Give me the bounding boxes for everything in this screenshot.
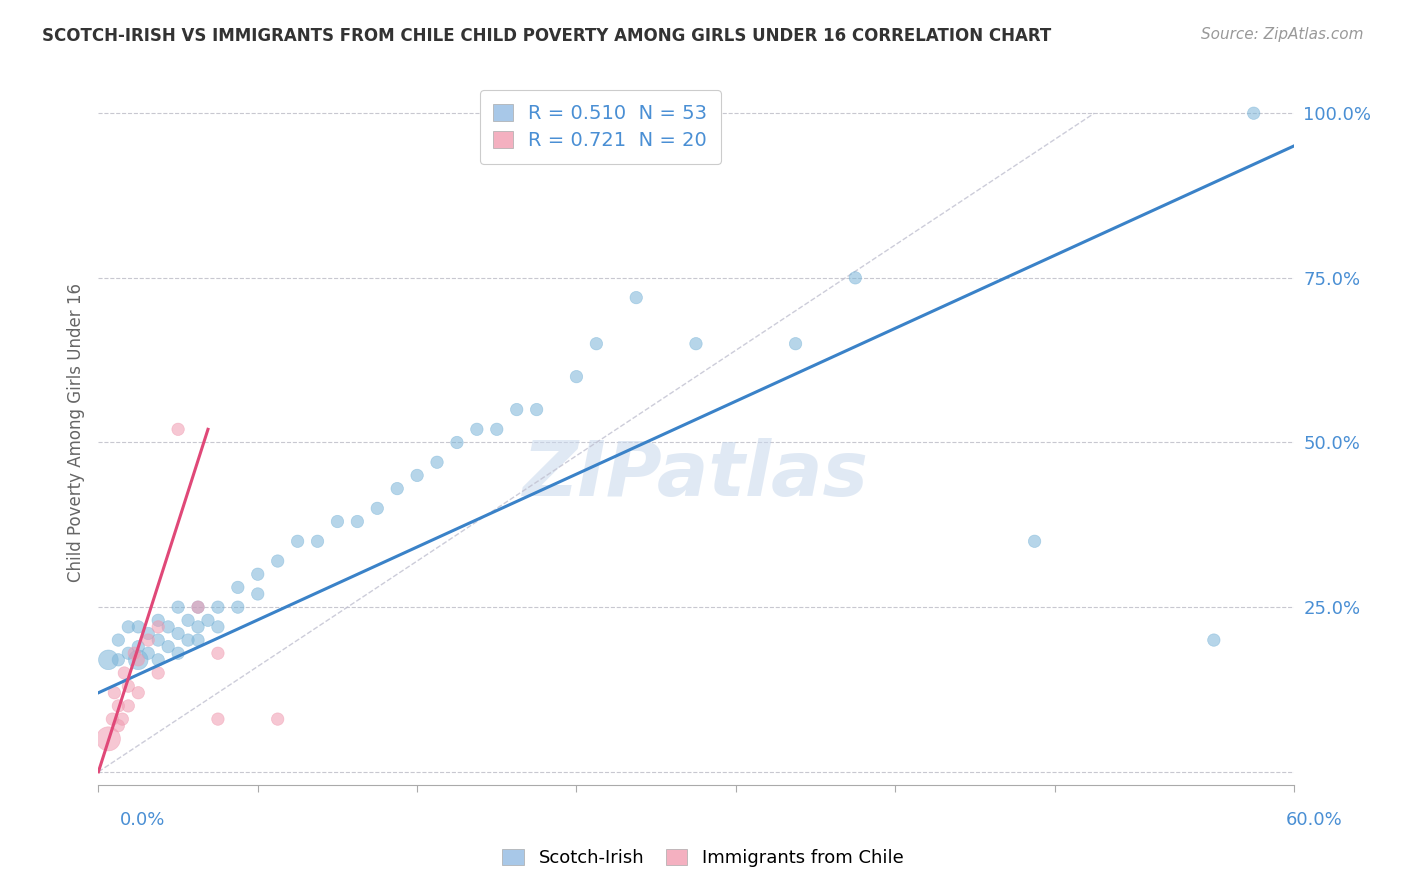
Point <box>246 567 269 582</box>
Point <box>465 422 488 436</box>
Point <box>187 633 209 648</box>
Point <box>307 534 329 549</box>
Point <box>177 633 200 648</box>
Point <box>112 665 135 680</box>
Point <box>246 587 269 601</box>
Point <box>1202 633 1225 648</box>
Point <box>167 422 190 436</box>
Point <box>346 515 368 529</box>
Point <box>187 600 209 615</box>
Point <box>107 719 129 733</box>
Point <box>117 698 139 713</box>
Point <box>117 646 139 660</box>
Point <box>157 620 180 634</box>
Point <box>565 369 588 384</box>
Point <box>685 336 707 351</box>
Point <box>127 686 149 700</box>
Point <box>207 712 229 726</box>
Point <box>97 731 120 746</box>
Point <box>287 534 309 549</box>
Text: SCOTCH-IRISH VS IMMIGRANTS FROM CHILE CHILD POVERTY AMONG GIRLS UNDER 16 CORRELA: SCOTCH-IRISH VS IMMIGRANTS FROM CHILE CH… <box>42 27 1052 45</box>
Point <box>426 455 449 469</box>
Text: ZIPatlas: ZIPatlas <box>523 438 869 512</box>
Point <box>103 686 125 700</box>
Point <box>107 698 129 713</box>
Point <box>136 633 159 648</box>
Point <box>366 501 388 516</box>
Point <box>148 665 170 680</box>
Point <box>107 633 129 648</box>
Text: Source: ZipAtlas.com: Source: ZipAtlas.com <box>1201 27 1364 42</box>
Point <box>446 435 468 450</box>
Point <box>148 613 170 627</box>
Legend: R = 0.510  N = 53, R = 0.721  N = 20: R = 0.510 N = 53, R = 0.721 N = 20 <box>479 90 721 164</box>
Point <box>626 291 648 305</box>
Point <box>226 600 249 615</box>
Legend: Scotch-Irish, Immigrants from Chile: Scotch-Irish, Immigrants from Chile <box>495 841 911 874</box>
Point <box>506 402 529 417</box>
Point <box>148 633 170 648</box>
Point <box>124 646 146 660</box>
Point <box>157 640 180 654</box>
Point <box>1024 534 1046 549</box>
Point <box>585 336 607 351</box>
Y-axis label: Child Poverty Among Girls Under 16: Child Poverty Among Girls Under 16 <box>66 283 84 582</box>
Point <box>111 712 134 726</box>
Point <box>267 554 290 568</box>
Point <box>385 482 409 496</box>
Point <box>406 468 429 483</box>
Point <box>117 679 139 693</box>
Point <box>177 613 200 627</box>
Point <box>107 653 129 667</box>
Point <box>844 270 866 285</box>
Point <box>785 336 807 351</box>
Point <box>127 620 149 634</box>
Point <box>148 620 170 634</box>
Point <box>167 600 190 615</box>
Point <box>207 620 229 634</box>
Point <box>97 653 120 667</box>
Point <box>187 620 209 634</box>
Point <box>167 626 190 640</box>
Point <box>127 653 149 667</box>
Point <box>226 581 249 595</box>
Point <box>207 600 229 615</box>
Point <box>197 613 219 627</box>
Point <box>167 646 190 660</box>
Point <box>267 712 290 726</box>
Point <box>485 422 508 436</box>
Point <box>148 653 170 667</box>
Point <box>1243 106 1265 120</box>
Point <box>117 620 139 634</box>
Point <box>101 712 124 726</box>
Point <box>136 626 159 640</box>
Point <box>187 600 209 615</box>
Text: 0.0%: 0.0% <box>120 811 165 829</box>
Point <box>136 646 159 660</box>
Point <box>127 653 149 667</box>
Point <box>127 640 149 654</box>
Text: 60.0%: 60.0% <box>1286 811 1343 829</box>
Point <box>526 402 548 417</box>
Point <box>207 646 229 660</box>
Point <box>326 515 349 529</box>
